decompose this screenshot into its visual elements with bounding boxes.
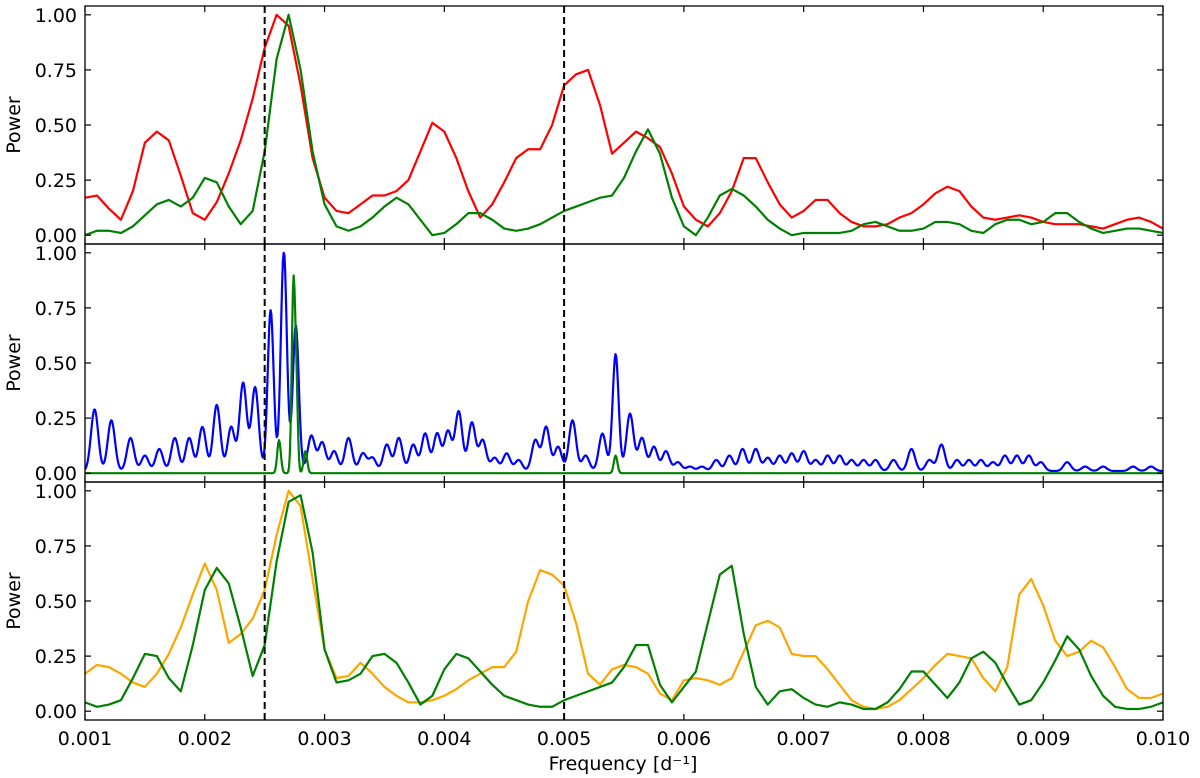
y-axis-title: Power [3, 334, 25, 392]
x-tick-label: 0.007 [776, 728, 830, 750]
y-tick-label: 0.50 [35, 353, 77, 375]
y-tick-label: 0.25 [35, 646, 77, 668]
axes-frame [84, 481, 1164, 721]
y-tick-label: 1.00 [35, 5, 77, 27]
y-tick-label: 0.00 [35, 463, 77, 485]
x-tick-label: 0.003 [297, 728, 351, 750]
y-tick-label: 0.00 [35, 225, 77, 247]
y-tick-label: 0.75 [35, 298, 77, 320]
axes-frame [84, 5, 1164, 245]
y-tick-label: 0.50 [35, 115, 77, 137]
x-tick-label: 0.010 [1136, 728, 1190, 750]
axes-frame [84, 243, 1164, 483]
x-tick-label: 0.001 [58, 728, 112, 750]
bottom-panel: 0.00 0.25 0.50 0.75 1.00 0.001 0.002 0.003 0.004… [3, 481, 1190, 750]
x-tick-label: 0.009 [1016, 728, 1070, 750]
x-tick-label: 0.004 [417, 728, 471, 750]
x-tick-label: 0.002 [178, 728, 232, 750]
series-line-2-0 [84, 489, 1164, 711]
series-line-1-1 [84, 274, 1164, 475]
x-tick-label: 0.006 [657, 728, 711, 750]
y-tick-label: 0.25 [35, 170, 77, 192]
y-tick-label: 1.00 [35, 243, 77, 265]
y-tick-label: 0.25 [35, 408, 77, 430]
y-axis-title: Power [3, 96, 25, 154]
x-tick-label: 0.008 [896, 728, 950, 750]
y-tick-label: 0.75 [35, 536, 77, 558]
series-line-0-0 [84, 13, 1164, 230]
y-axis-title: Power [3, 572, 25, 630]
y-tick-label: 0.50 [35, 591, 77, 613]
x-tick-label: 0.005 [537, 728, 591, 750]
y-tick-label: 1.00 [35, 481, 77, 503]
middle-panel: 0.00 0.25 0.50 0.75 1.00 Power [3, 243, 1164, 485]
series-line-0-1 [84, 13, 1164, 237]
top-panel: 0.00 0.25 0.50 0.75 1.00 Power [3, 5, 1164, 247]
x-axis-title: Frequency [d⁻¹] [549, 753, 698, 775]
series-line-1-0 [84, 251, 1164, 473]
series-line-2-1 [84, 494, 1164, 711]
y-tick-label: 0.00 [35, 701, 77, 723]
y-tick-label: 0.75 [35, 60, 77, 82]
